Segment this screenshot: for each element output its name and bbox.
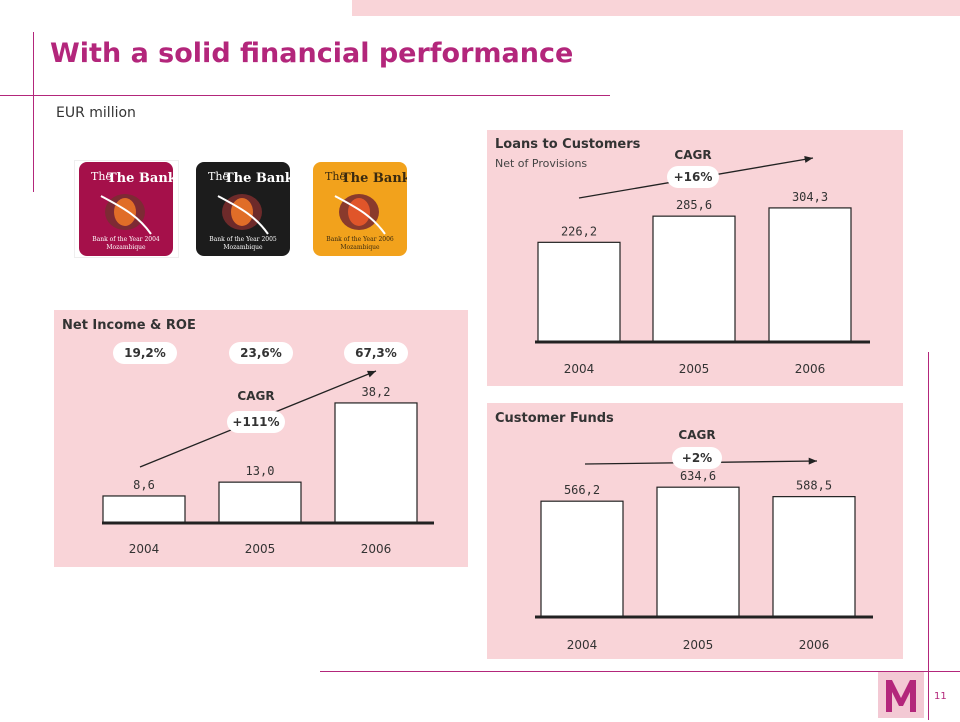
award-caption: Bank of the Year 2005 [209,236,277,243]
award-country: Mozambique [106,244,146,251]
data-label: 285,6 [676,198,712,212]
chart-subtitle: Net of Provisions [495,157,588,170]
bar [768,207,852,343]
x-tick-label: 2005 [245,542,276,556]
roe-label-pill [229,342,293,364]
arrow-head-icon [808,457,817,465]
x-tick-label: 2005 [679,362,710,376]
x-tick-label: 2006 [361,542,392,556]
chart-title: Loans to Customers [495,137,641,152]
chart-title: Net Income & ROE [62,318,196,333]
roe-label: 67,3% [355,346,397,360]
roe-label: 19,2% [124,346,166,360]
data-label: 38,2 [362,385,391,399]
svg-text:The: The [208,170,229,183]
roe-label-pill [113,342,177,364]
arrow-head-icon [804,155,813,163]
award-brand: The Banker [341,171,407,186]
cagr-value-pill [667,166,719,188]
award-country: Mozambique [223,244,263,251]
footer-rule-vertical [928,352,929,720]
award-badge-2006: The The Banker Bank of the Year 2006 Moz… [313,162,426,256]
award-caption: Bank of the Year 2004 [92,236,160,243]
x-tick-label: 2004 [567,638,598,652]
chart-title: Customer Funds [495,411,614,426]
bar [102,495,186,524]
arrow-head-icon [367,370,376,378]
svg-text:The: The [91,170,112,183]
award-brand: The Banker [107,171,173,186]
data-label: 304,3 [792,190,828,204]
cagr-value-pill [227,411,285,433]
cagr-value: +2% [682,451,712,465]
m-logo-icon [878,672,924,718]
bar [334,402,418,524]
award-badge-2005: The The Banker Bank of the Year 2005 Moz… [196,162,309,256]
bar [540,500,624,618]
bar [218,481,302,524]
footer-rule-horizontal [320,671,960,672]
award-badge-2004: The The Banker Bank of the Year 2004 Moz… [79,162,192,256]
customer-funds-chart: 566,2 2004 634,6 2005 588,5 2006 CAGR +2% [535,428,873,652]
x-tick-label: 2004 [564,362,595,376]
bar [772,496,856,618]
data-label: 634,6 [680,469,716,483]
page-title: With a solid financial performance [50,38,574,69]
unit-label: EUR million [56,105,136,121]
cagr-label: CAGR [237,389,274,403]
net-income-chart-panel: Net Income & ROE 8,6 2004 13,0 2005 38,2 2006… [54,310,468,567]
cagr-label: CAGR [674,148,711,162]
data-label: 8,6 [133,478,155,492]
customer-funds-chart-panel: Customer Funds 566,2 2004 634,6 2005 588,5 20… [487,403,903,659]
award-country: Mozambique [340,244,380,251]
banker-award-logo-icon: The The Banker Bank of the Year 2004 Moz… [79,162,192,256]
net-income-chart: 8,6 2004 13,0 2005 38,2 2006 CAGR +111% 19,2% 23,… [102,342,434,556]
x-tick-label: 2006 [795,362,826,376]
cagr-label: CAGR [678,428,715,442]
bar [656,486,740,618]
loans-chart: 226,2 2004 285,6 2005 304,3 2006 CAGR +16% [535,148,870,376]
bar [652,215,736,343]
x-tick-label: 2004 [129,542,160,556]
data-label: 13,0 [246,464,275,478]
x-tick-label: 2006 [799,638,830,652]
banker-award-logo-icon: The The Banker Bank of the Year 2005 Moz… [196,162,309,256]
cagr-value: +111% [232,415,279,429]
svg-text:The: The [325,170,346,183]
page-number: 11 [934,691,947,702]
award-caption: Bank of the Year 2006 [326,236,394,243]
roe-label: 23,6% [240,346,282,360]
award-frame [74,160,179,258]
award-brand: The Banker [224,171,290,186]
data-label: 226,2 [561,224,597,238]
company-logo [878,672,924,718]
roe-label-pill [344,342,408,364]
data-label: 566,2 [564,483,600,497]
x-tick-label: 2005 [683,638,714,652]
loans-chart-panel: Loans to Customers Net of Provisions 226… [487,130,903,386]
banker-award-logo-icon: The The Banker Bank of the Year 2006 Moz… [313,162,426,256]
cagr-value: +16% [674,170,713,184]
data-label: 588,5 [796,479,832,493]
bar [537,241,621,343]
header-decor-band [352,0,960,16]
header-rule-horizontal [0,95,610,96]
header-rule-vertical [33,32,34,192]
cagr-value-pill [672,447,722,469]
